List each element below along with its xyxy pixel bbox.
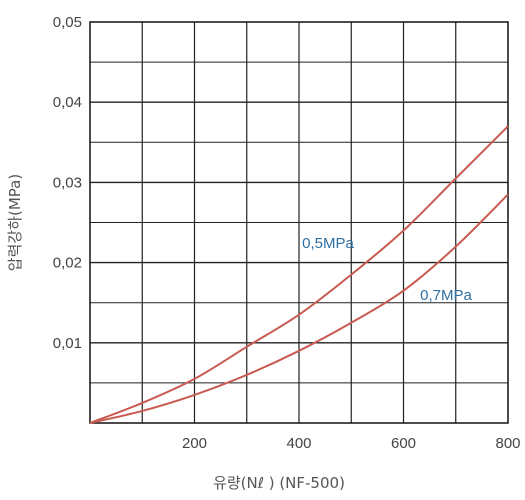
series-labels: 0,5MPa 0,7MPa: [302, 235, 472, 304]
series-line: [89, 125, 509, 424]
x-axis-label: 유량(Nℓ ) (NF-500): [213, 474, 345, 492]
y-tick-label: 0,02: [53, 255, 82, 272]
series-label: 0,5MPa: [302, 235, 354, 252]
y-tick-label: 0,01: [53, 335, 82, 352]
series-line: [89, 193, 509, 424]
plot-frame: [89, 21, 509, 424]
y-tick-label: 0,03: [53, 174, 82, 191]
y-tick-label: 0,04: [53, 94, 82, 111]
y-tick-label: 0,05: [53, 14, 82, 31]
series-label: 0,7MPa: [420, 287, 472, 304]
tick-labels: 0,01 0,02 0,03 0,04 0,05 200 400 600 800: [53, 14, 521, 452]
x-tick-label: 400: [286, 435, 311, 452]
x-tick-label: 200: [182, 435, 207, 452]
y-axis-label: 압력강하(MPa): [6, 174, 24, 271]
minor-grid: [90, 22, 508, 423]
x-tick-label: 800: [495, 435, 520, 452]
x-tick-label: 600: [391, 435, 416, 452]
series-layer: [89, 125, 509, 424]
